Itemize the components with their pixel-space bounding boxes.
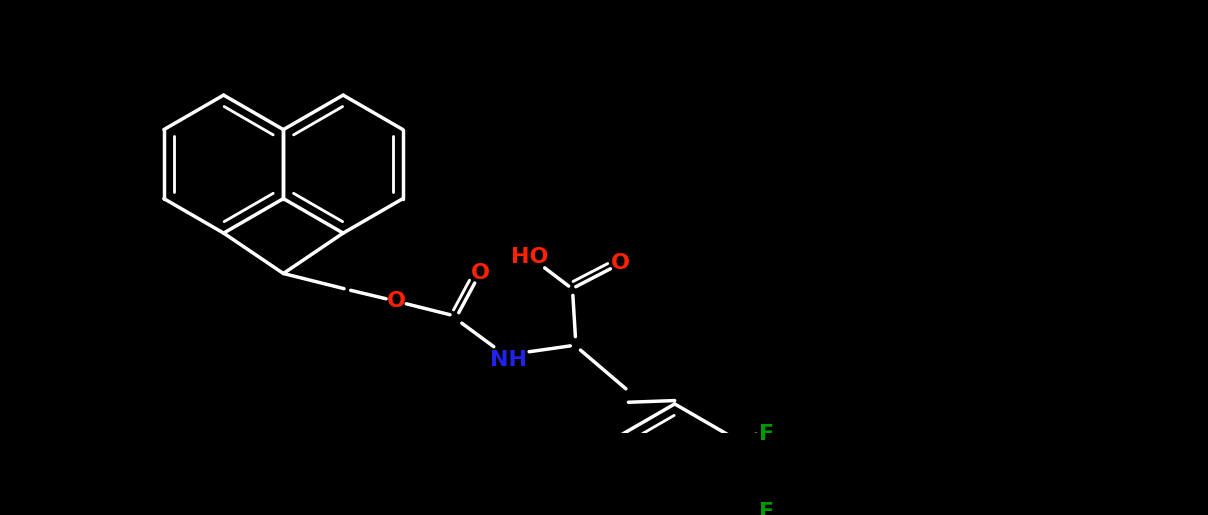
Text: F: F — [759, 502, 774, 515]
Text: O: O — [387, 291, 406, 311]
Text: F: F — [759, 424, 774, 444]
Text: NH: NH — [490, 350, 528, 370]
Text: HO: HO — [511, 247, 548, 267]
Text: O: O — [611, 253, 631, 273]
Text: O: O — [471, 263, 489, 283]
